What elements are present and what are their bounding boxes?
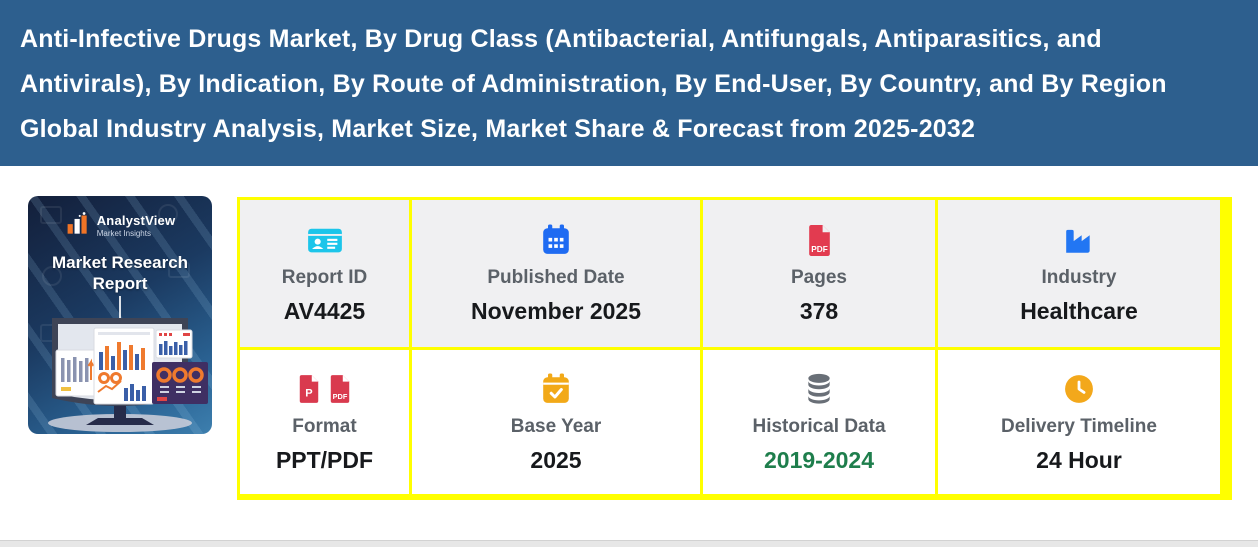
report-info-grid: Report ID AV4425 Published Date November…	[237, 197, 1232, 500]
card-value: 2019-2024	[764, 446, 874, 473]
info-card-industry: Industry Healthcare	[938, 200, 1220, 347]
info-card-delivery-timeline: Delivery Timeline 24 Hour	[938, 350, 1220, 494]
calendar-check-icon	[543, 373, 569, 403]
watermark-icon	[40, 206, 62, 224]
svg-text:P: P	[305, 387, 312, 399]
cover-title: Market Research Report	[51, 253, 189, 293]
pdf-file-icon: PDF	[330, 374, 350, 403]
report-title: Anti-Infective Drugs Market, By Drug Cla…	[20, 25, 1167, 143]
bar-chart-logo-icon	[67, 212, 87, 234]
brand-logo: AnalystView Market Insights	[28, 212, 212, 238]
card-label: Published Date	[487, 267, 625, 288]
card-label: Delivery Timeline	[1001, 415, 1157, 437]
brand-tagline: Market Insights	[96, 228, 151, 238]
calendar-icon	[543, 224, 569, 254]
id-card-icon	[307, 228, 342, 252]
svg-text:PDF: PDF	[811, 244, 828, 253]
watermark-icon	[168, 262, 190, 278]
pdf-file-icon: PDF	[808, 224, 830, 256]
info-card-published-date: Published Date November 2025	[412, 200, 700, 347]
database-icon	[808, 373, 830, 404]
card-value: AV4425	[283, 298, 366, 324]
card-value: November 2025	[470, 298, 642, 324]
factory-icon	[1066, 229, 1090, 253]
card-value: 2025	[530, 446, 582, 473]
card-label: Format	[292, 415, 357, 437]
info-card-historical-data: Historical Data 2019-2024	[703, 350, 935, 494]
brand-name: AnalystView	[96, 212, 176, 228]
card-label: Historical Data	[752, 415, 886, 437]
info-card-pages: PDF Pages 378	[703, 200, 935, 347]
card-label: Industry	[1041, 267, 1117, 288]
svg-text:PDF: PDF	[333, 392, 348, 401]
watermark-icon	[42, 266, 62, 286]
page-bottom-strip	[0, 540, 1258, 547]
cover-pointer-line	[119, 296, 121, 322]
info-card-format: P PDF Format PPT/PDF	[240, 350, 409, 494]
card-value: 24 Hour	[1036, 446, 1122, 473]
info-card-report-id: Report ID AV4425	[240, 200, 409, 347]
card-value: PPT/PDF	[275, 446, 374, 473]
card-label: Report ID	[281, 267, 368, 288]
report-header: Anti-Infective Drugs Market, By Drug Cla…	[0, 0, 1258, 166]
card-label: Pages	[791, 267, 847, 288]
report-cover-image: AnalystView Market Insights Market Resea…	[28, 196, 212, 434]
monitor-charts-illustration	[48, 318, 208, 432]
ppt-file-icon: P	[299, 374, 319, 403]
card-value: 378	[799, 298, 839, 324]
watermark-icon	[158, 204, 178, 224]
card-label: Base Year	[510, 415, 602, 437]
clock-icon	[1065, 374, 1093, 403]
card-value: Healthcare	[1020, 298, 1138, 324]
info-card-base-year: Base Year 2025	[412, 350, 700, 494]
